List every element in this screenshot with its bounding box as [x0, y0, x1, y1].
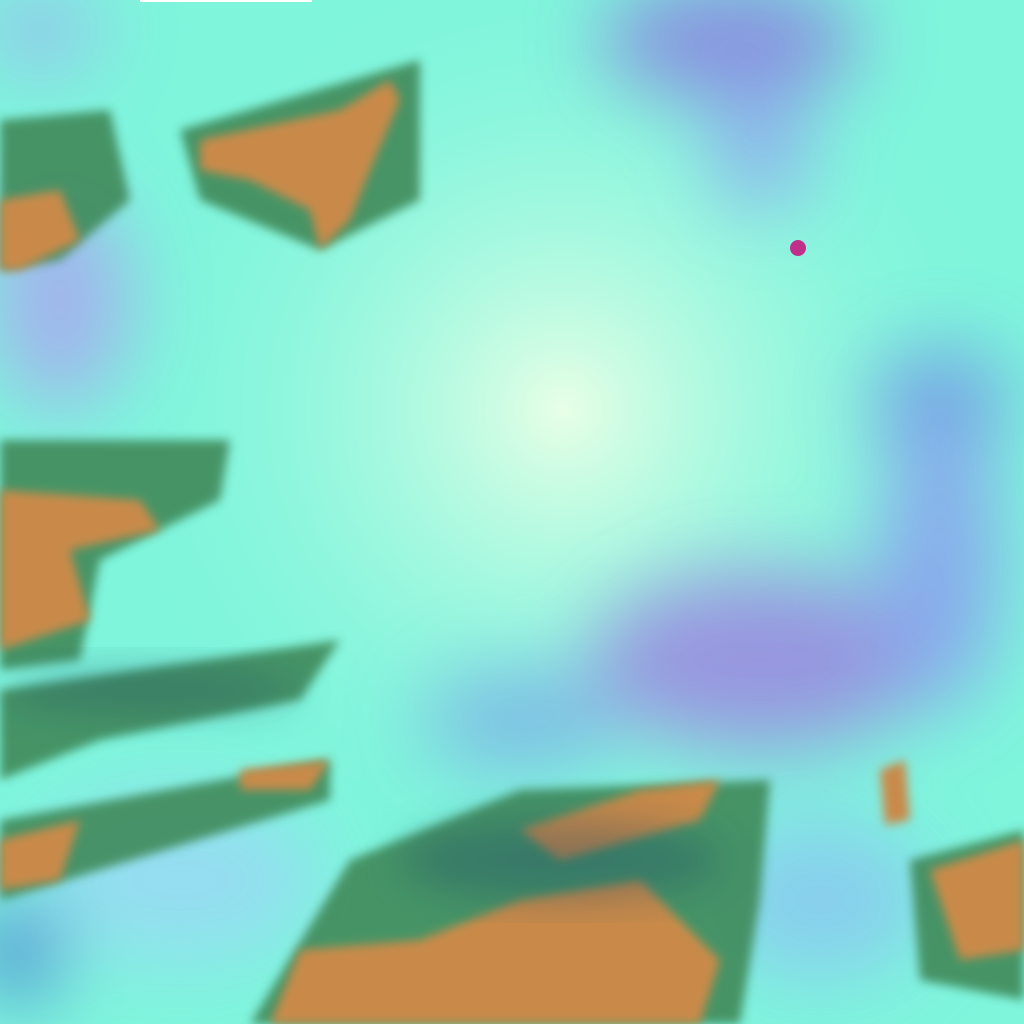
shadow-streaks — [0, 670, 720, 900]
hot-spot — [790, 240, 806, 256]
ground-patches — [0, 80, 1024, 1024]
image-edge-strip — [140, 0, 312, 2]
